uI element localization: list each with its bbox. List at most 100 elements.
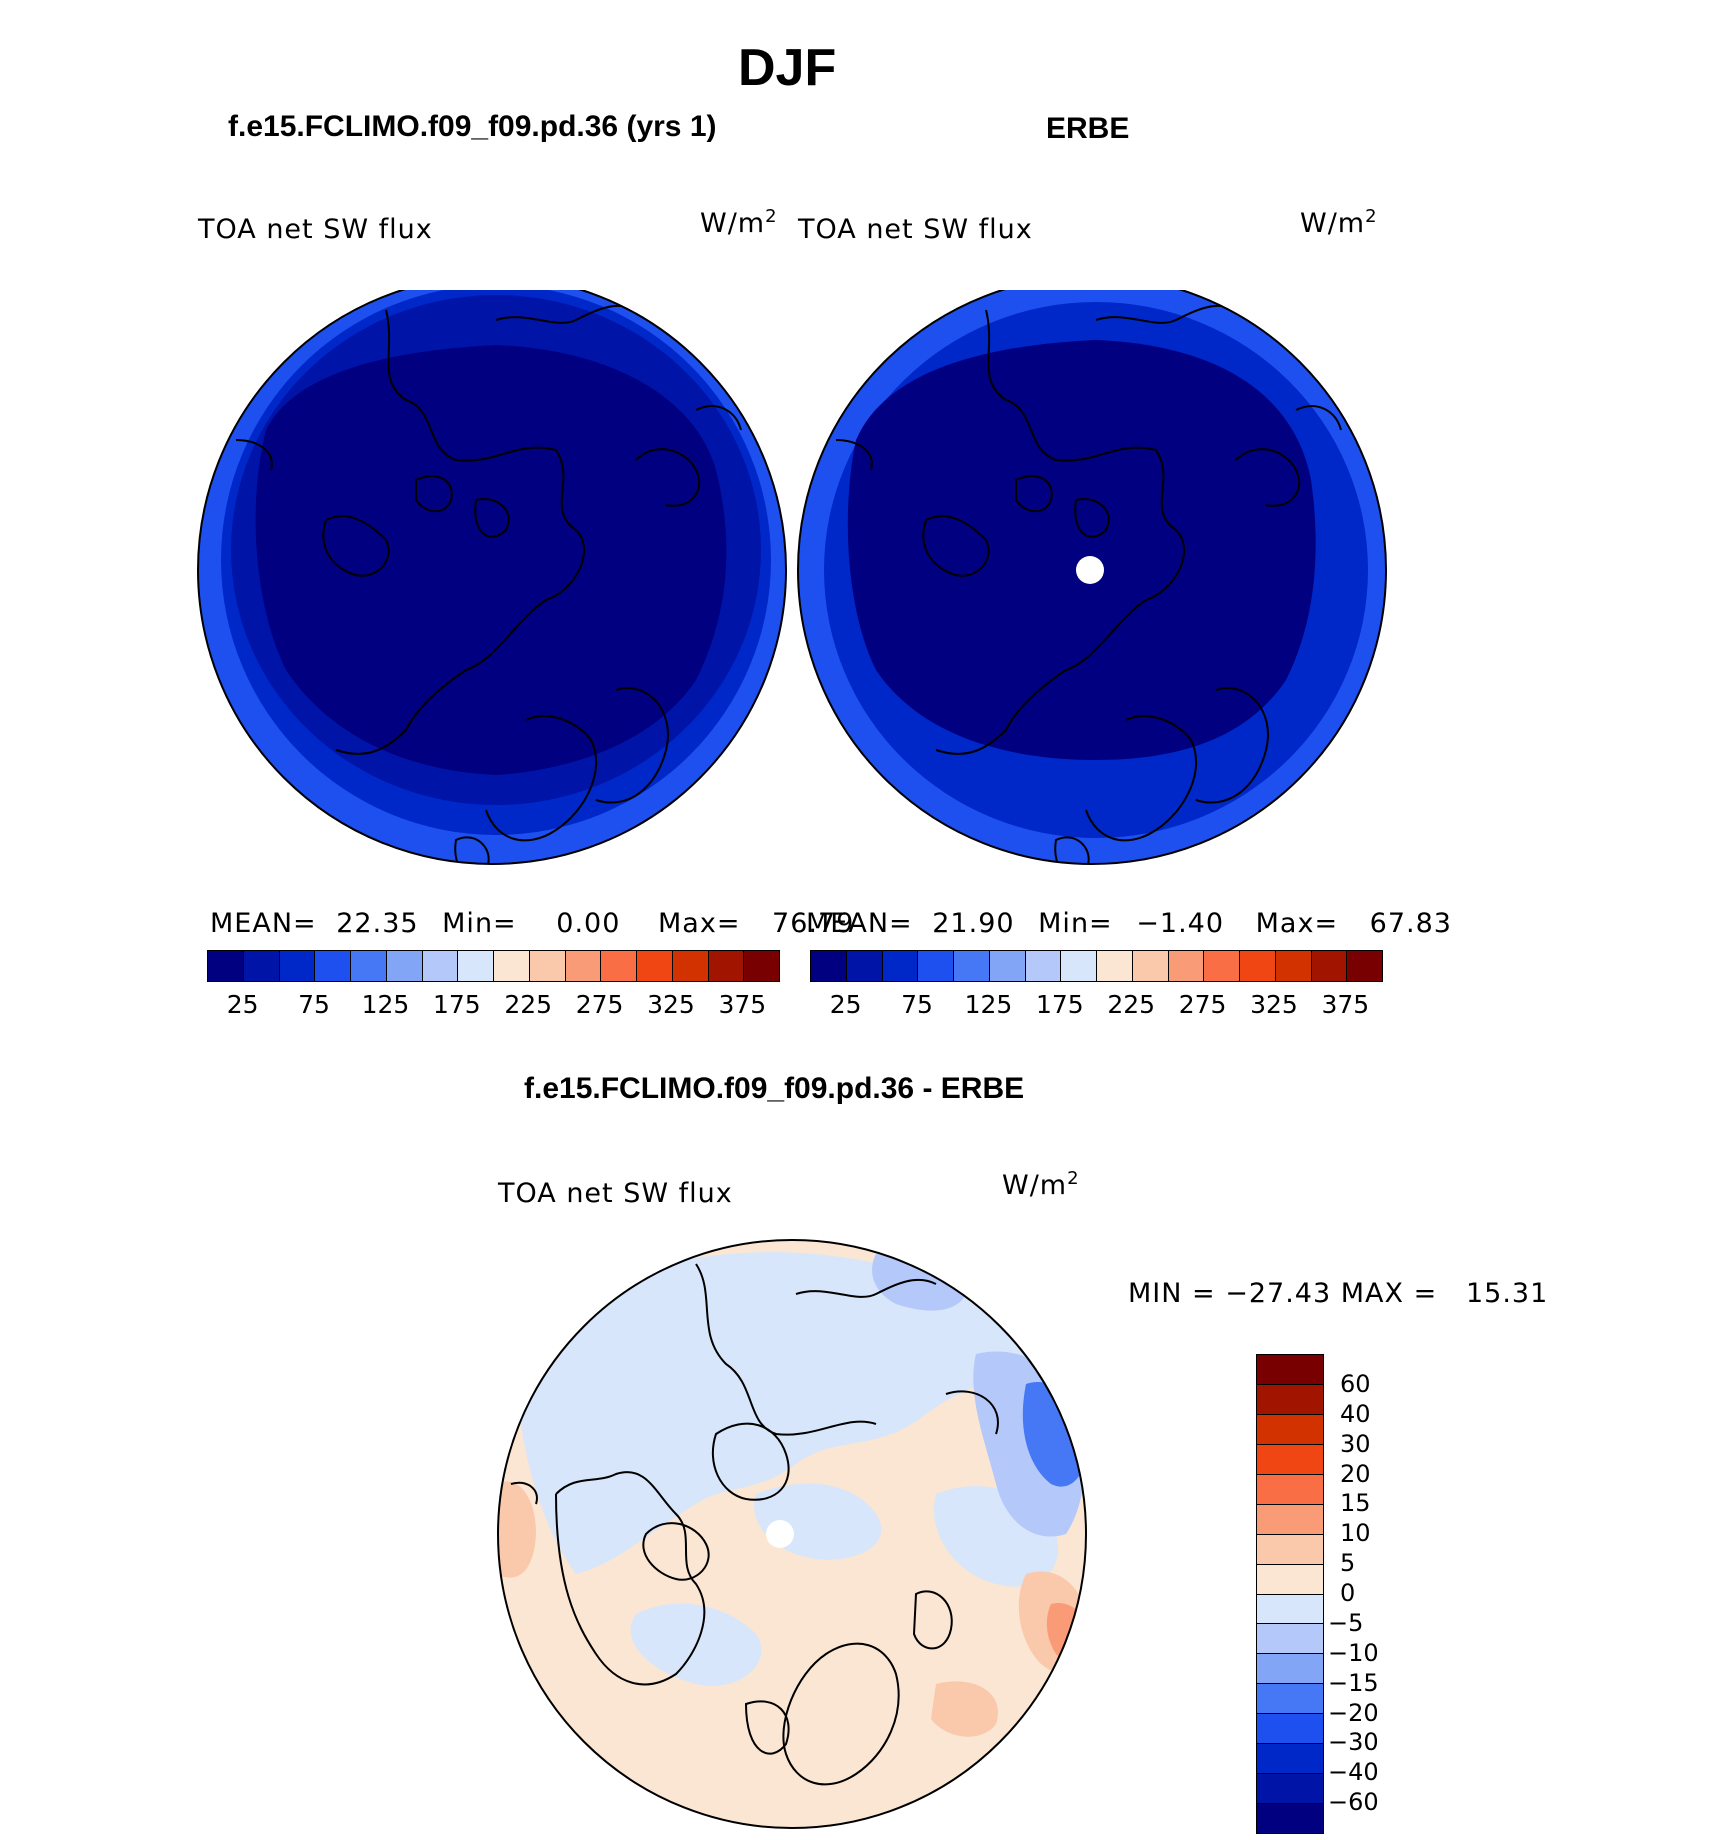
colorbar-tick-label: 25 (829, 990, 862, 1019)
colorbar-swatch (1132, 951, 1169, 981)
colorbar-tick-label: 10 (1340, 1519, 1371, 1548)
colorbar-swatch (315, 951, 351, 981)
colorbar-swatch (708, 951, 745, 981)
colorbar-tick-label: −40 (1328, 1758, 1379, 1787)
colorbar-swatch (1257, 1594, 1323, 1625)
diff-coastlines (510, 1263, 999, 1786)
right-units-base: W/m (1300, 208, 1366, 239)
left-min-label: Min= (442, 908, 517, 939)
left-polar-map (197, 290, 787, 865)
right-fill-core (847, 340, 1316, 760)
colorbar-tick-label: 225 (1107, 990, 1156, 1019)
colorbar-tick-label: 125 (361, 990, 410, 1019)
diff-panel-title: f.e15.FCLIMO.f09_f09.pd.36 - ERBE (524, 1072, 1025, 1105)
colorbar-tick-label: 0 (1340, 1579, 1356, 1607)
diff-colorbar-ticks: 60 40 30 20 15 10 5 0 −5 −10 −15 −20 −30 −40 −60 (1328, 1354, 1424, 1832)
left-units-base: W/m (700, 208, 766, 239)
colorbar-tick-label: 75 (298, 990, 330, 1019)
left-variable-label: TOA net SW flux (198, 214, 433, 245)
left-stats: MEAN= 22.35 Min= 0.00 Max= 76.79 (210, 908, 854, 939)
diff-colorbar (1256, 1354, 1324, 1834)
right-units-label: W/m2 (1300, 206, 1378, 239)
colorbar-swatch (1311, 951, 1348, 981)
colorbar-swatch (529, 951, 566, 981)
diff-units-base: W/m (1002, 1170, 1068, 1201)
left-mean-label: MEAN= (210, 908, 317, 939)
right-max-value: 67.83 (1369, 908, 1452, 939)
colorbar-swatch (811, 951, 847, 981)
colorbar-tick-label: 225 (504, 990, 553, 1019)
colorbar-swatch (1257, 1684, 1323, 1715)
right-max-label: Max= (1255, 908, 1339, 939)
left-coastlines (235, 304, 742, 864)
colorbar-swatch (422, 951, 459, 981)
colorbar-swatch (918, 951, 954, 981)
colorbar-swatch (846, 951, 883, 981)
colorbar-swatch (637, 951, 673, 981)
colorbar-swatch (1257, 1714, 1323, 1745)
diff-units-exp: 2 (1067, 1168, 1080, 1189)
colorbar-tick-label: 175 (1035, 990, 1084, 1019)
colorbar-swatch (565, 951, 602, 981)
left-panel-title: f.e15.FCLIMO.f09_f09.pd.36 (yrs 1) (228, 110, 717, 143)
colorbar-tick-label: 5 (1340, 1549, 1356, 1578)
colorbar-swatch (458, 951, 494, 981)
colorbar-swatch (243, 951, 280, 981)
colorbar-swatch (1257, 1474, 1323, 1505)
figure-title: DJF (738, 39, 837, 97)
colorbar-tick-label: 375 (1321, 990, 1370, 1019)
colorbar-tick-label: −30 (1328, 1728, 1379, 1757)
colorbar-swatch (1257, 1744, 1323, 1775)
colorbar-tick-label: −60 (1328, 1788, 1379, 1817)
colorbar-swatch (672, 951, 709, 981)
right-min-value: −1.40 (1136, 908, 1225, 939)
right-coastlines (835, 304, 1342, 864)
colorbar-tick-label: −10 (1328, 1638, 1379, 1667)
colorbar-tick-label: 275 (575, 990, 624, 1019)
colorbar-swatch (386, 951, 423, 981)
right-polar-map (797, 290, 1387, 865)
colorbar-swatch (1240, 951, 1276, 981)
right-mean-label: MEAN= (806, 908, 913, 939)
colorbar-swatch (1275, 951, 1312, 981)
right-missing-pole (1076, 556, 1104, 584)
right-stats: MEAN= 21.90 Min= −1.40 Max= 67.83 (806, 908, 1452, 939)
left-colorbar (207, 950, 780, 982)
colorbar-tick-label: 30 (1340, 1429, 1371, 1458)
colorbar-swatch (744, 951, 779, 981)
colorbar-swatch (351, 951, 387, 981)
colorbar-tick-label: 75 (901, 990, 933, 1019)
colorbar-tick-label: 175 (432, 990, 481, 1019)
left-min-value: 0.00 (556, 908, 621, 939)
left-colorbar-ticks: 25 75 125 175 225 275 325 375 (207, 990, 778, 1020)
colorbar-tick-label: 275 (1178, 990, 1227, 1019)
colorbar-swatch (882, 951, 919, 981)
colorbar-tick-label: 15 (1340, 1489, 1371, 1518)
diff-variable-label: TOA net SW flux (498, 1178, 733, 1209)
colorbar-tick-label: 325 (647, 990, 695, 1019)
colorbar-tick-label: 25 (226, 990, 259, 1019)
left-max-value: 76.79 (772, 908, 855, 939)
colorbar-tick-label: 325 (1250, 990, 1298, 1019)
colorbar-swatch (1257, 1504, 1323, 1535)
colorbar-swatch (1257, 1804, 1323, 1833)
diff-fill-pos-mid (931, 1681, 998, 1737)
diff-polar-map (497, 1239, 1087, 1829)
colorbar-swatch (1204, 951, 1240, 981)
colorbar-swatch (208, 951, 244, 981)
right-min-label: Min= (1038, 908, 1113, 939)
left-units-label: W/m2 (700, 206, 778, 239)
colorbar-tick-label: 20 (1340, 1459, 1371, 1488)
left-units-exp: 2 (765, 206, 778, 227)
left-mean-value: 22.35 (336, 908, 419, 939)
colorbar-swatch (1257, 1624, 1323, 1655)
colorbar-swatch (1025, 951, 1062, 981)
colorbar-swatch (1257, 1564, 1323, 1595)
colorbar-swatch (1257, 1444, 1323, 1475)
colorbar-tick-label: 375 (718, 990, 767, 1019)
diff-fill-pos-mid (498, 1481, 536, 1578)
colorbar-swatch (279, 951, 316, 981)
colorbar-swatch (1257, 1355, 1323, 1385)
diff-stats: MIN = −27.43 MAX = 15.31 (1128, 1278, 1549, 1309)
colorbar-swatch (989, 951, 1026, 981)
